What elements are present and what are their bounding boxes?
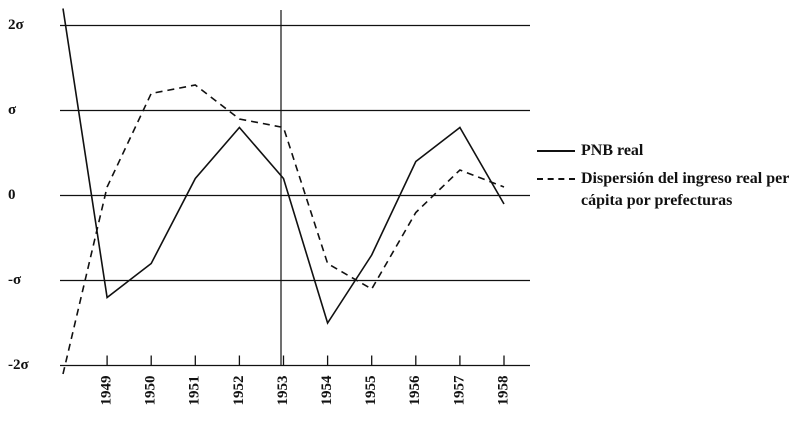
- y-tick-label: -σ: [8, 272, 22, 288]
- x-tick-label: 1957: [451, 375, 467, 406]
- legend: PNB real Dispersión del ingreso real per …: [537, 140, 807, 218]
- x-tick-label: 1950: [143, 376, 159, 406]
- line-series: [62, 8, 505, 325]
- x-tick-label: 1954: [319, 375, 335, 406]
- x-tick-label: 1953: [275, 376, 291, 406]
- x-tick-label: 1955: [363, 376, 379, 406]
- x-tick-label: 1949: [99, 376, 115, 406]
- legend-label: PNB real: [581, 142, 644, 159]
- y-tick-label: -2σ: [8, 357, 29, 373]
- y-tick-label: σ: [8, 102, 17, 118]
- x-tick-label: 1952: [231, 376, 247, 406]
- legend-item: Dispersión del ingreso real per cápita p…: [537, 168, 807, 212]
- legend-item: PNB real: [537, 140, 807, 162]
- y-tick-label: 0: [8, 187, 16, 203]
- x-tick-label: 1958: [495, 376, 511, 406]
- x-tick-label: 1956: [407, 375, 423, 406]
- legend-label: Dispersión del ingreso real per cápita p…: [581, 170, 789, 209]
- y-tick-label: 2σ: [8, 17, 25, 33]
- legend-key: [537, 150, 575, 152]
- legend-key: [537, 178, 575, 180]
- line-series: [62, 84, 505, 375]
- x-tick-label: 1951: [187, 376, 203, 406]
